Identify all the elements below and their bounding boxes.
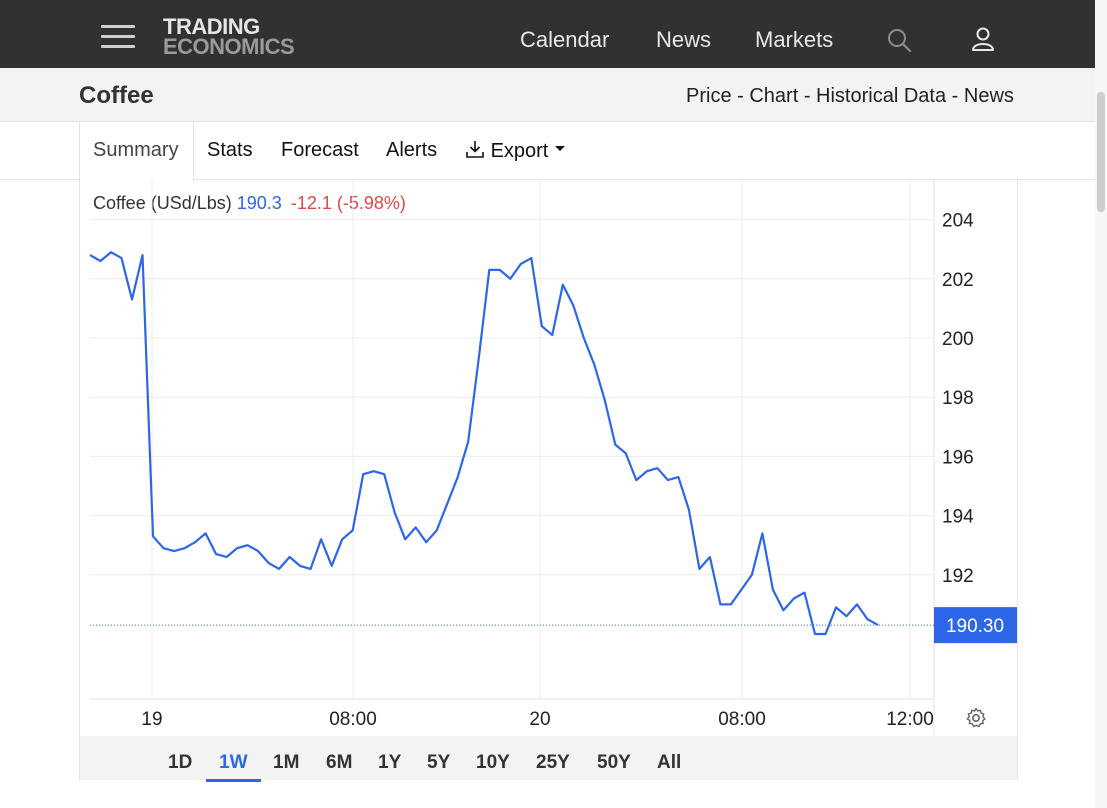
- tab-alerts[interactable]: Alerts: [386, 139, 438, 161]
- tab-active-indicator: [79, 122, 194, 182]
- download-icon: [466, 141, 484, 158]
- logo[interactable]: TRADING ECONOMICS: [163, 14, 295, 59]
- tab-stats[interactable]: Stats: [207, 139, 253, 161]
- range-button-1d[interactable]: 1D: [168, 752, 193, 773]
- tab-export[interactable]: Export: [465, 139, 566, 163]
- nav-calendar[interactable]: Calendar: [520, 27, 610, 52]
- tab-summary[interactable]: Summary: [93, 139, 179, 161]
- nav-news[interactable]: News: [656, 27, 712, 52]
- range-button-25y[interactable]: 25Y: [536, 752, 570, 773]
- page-title: Coffee: [79, 82, 154, 109]
- range-button-10y[interactable]: 10Y: [476, 752, 510, 773]
- export-label: Export: [490, 140, 549, 162]
- logo-line-2: ECONOMICS: [163, 34, 295, 59]
- gear-icon[interactable]: [964, 706, 988, 730]
- user-icon[interactable]: [970, 26, 996, 52]
- page-links: Price - Chart - Historical Data - News: [686, 85, 1014, 108]
- chart-legend: Coffee (USd/Lbs) 190.3 -12.1 (-5.98%): [93, 193, 406, 214]
- logo-line-1: TRADING: [163, 14, 260, 39]
- top-navbar: [0, 0, 1095, 68]
- nav-markets[interactable]: Markets: [755, 27, 834, 52]
- link-news[interactable]: News: [963, 85, 1014, 107]
- link-separator: -: [731, 85, 750, 107]
- link-separator: -: [798, 85, 817, 107]
- range-button-all[interactable]: All: [657, 752, 682, 773]
- range-button-1m[interactable]: 1M: [273, 752, 300, 773]
- link-separator: -: [946, 85, 964, 107]
- tabs-row: [0, 122, 1095, 180]
- search-icon[interactable]: [886, 27, 912, 53]
- link-price[interactable]: Price: [686, 85, 732, 107]
- tab-forecast[interactable]: Forecast: [281, 139, 359, 161]
- sub-header: [0, 68, 1095, 122]
- range-button-50y[interactable]: 50Y: [597, 752, 631, 773]
- range-button-1y[interactable]: 1Y: [378, 752, 402, 773]
- legend-name: Coffee (USd/Lbs): [93, 193, 232, 213]
- caret-down-icon: [554, 146, 565, 151]
- range-button-5y[interactable]: 5Y: [427, 752, 451, 773]
- legend-change: -12.1 (-5.98%): [290, 193, 406, 213]
- range-button-6m[interactable]: 6M: [326, 752, 353, 773]
- link-historical-data[interactable]: Historical Data: [816, 85, 947, 107]
- legend-value: 190.3: [236, 193, 282, 213]
- menu-icon[interactable]: [101, 25, 135, 49]
- link-chart[interactable]: Chart: [749, 85, 799, 107]
- range-selector: [80, 736, 1017, 780]
- chart-frame: [79, 180, 1018, 780]
- range-button-1w[interactable]: 1W: [219, 752, 248, 773]
- active-range-underline: [206, 779, 261, 782]
- scrollbar-thumb[interactable]: [1097, 92, 1105, 212]
